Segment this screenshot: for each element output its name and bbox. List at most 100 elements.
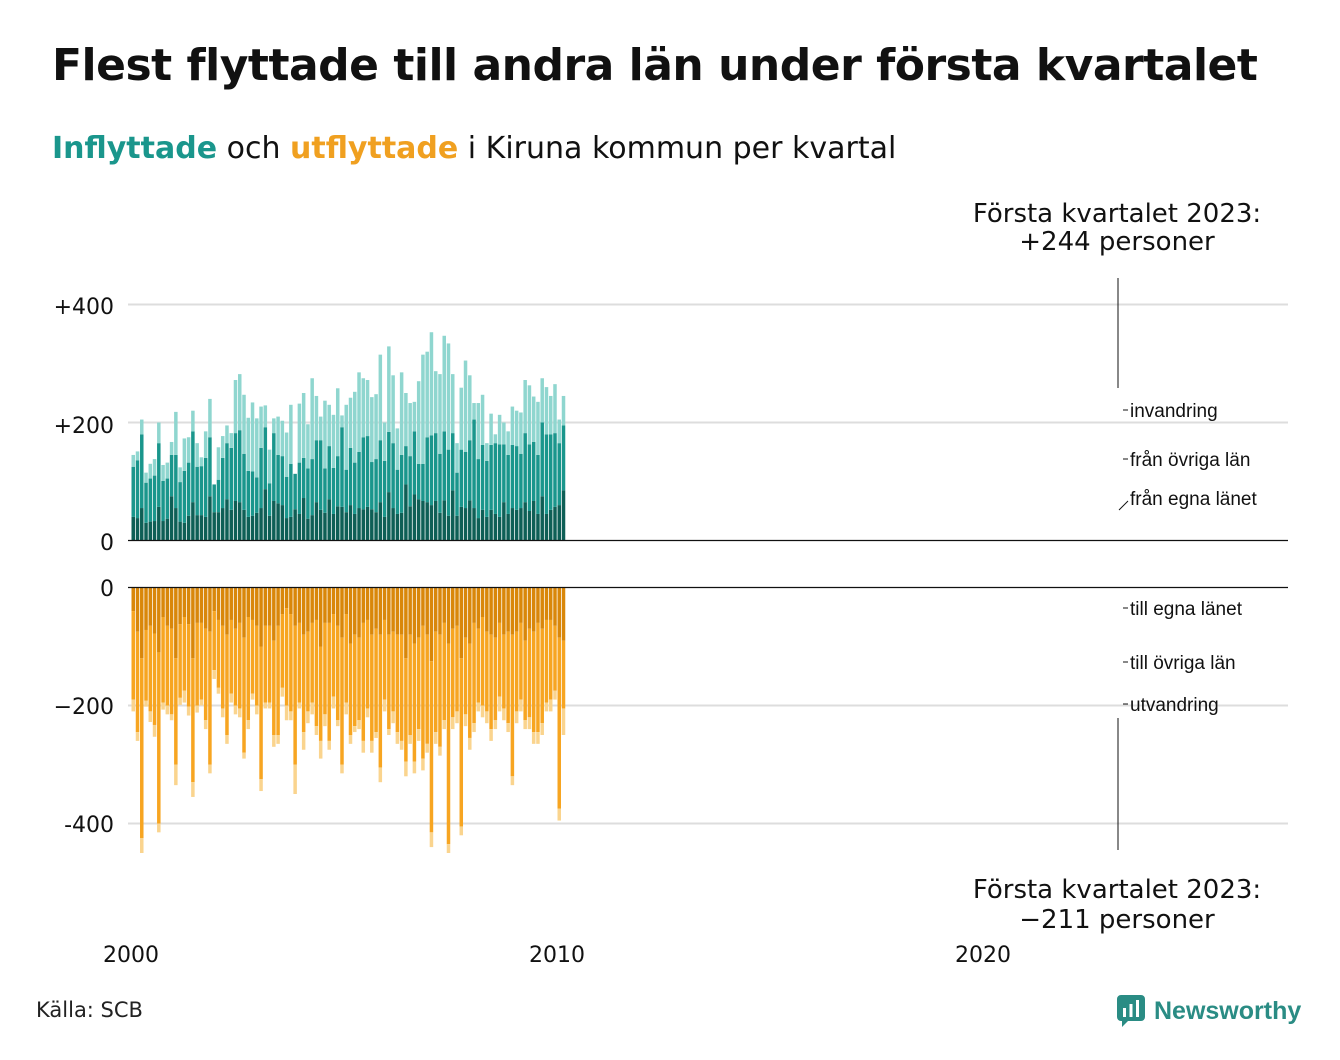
bar-from-other-counties <box>323 468 327 513</box>
bar-from-other-counties <box>178 482 182 522</box>
bar-from-own-county <box>161 521 165 541</box>
bar-to-own-county <box>399 587 404 635</box>
bar-immigration <box>361 378 366 438</box>
bar-emigration <box>289 711 293 721</box>
bar-from-own-county <box>140 508 144 541</box>
bar-emigration <box>174 764 178 786</box>
bar-immigration <box>297 403 302 463</box>
bar-to-other-counties <box>408 634 412 735</box>
bar-from-own-county <box>225 499 229 541</box>
bar-to-other-counties <box>421 625 425 759</box>
bar-to-own-county <box>131 587 135 612</box>
bar-to-own-county <box>429 587 434 662</box>
bar-from-other-counties <box>340 427 344 507</box>
bar-to-other-counties <box>297 622 302 703</box>
bar-to-own-county <box>323 587 327 623</box>
bar-from-other-counties <box>238 430 242 503</box>
subtitle-inflyttade: Inflyttade <box>52 131 218 166</box>
bar-from-own-county <box>361 509 366 541</box>
bar-to-own-county <box>293 587 297 626</box>
bar-to-other-counties <box>451 628 455 718</box>
bar-from-other-counties <box>421 463 425 501</box>
bar-to-other-counties <box>182 617 187 691</box>
bar-emigration <box>276 735 280 744</box>
bar-immigration <box>502 422 506 445</box>
bar-from-own-county <box>429 505 434 541</box>
bar-to-own-county <box>459 587 464 659</box>
bar-from-other-counties <box>225 443 229 500</box>
bar-from-own-county <box>412 494 417 541</box>
bar-from-other-counties <box>250 471 255 516</box>
bar-from-own-county <box>416 499 421 541</box>
bar-to-other-counties <box>361 622 366 741</box>
bar-to-own-county <box>472 587 476 623</box>
bar-immigration <box>378 354 383 441</box>
bar-to-own-county <box>374 587 378 629</box>
bar-to-own-county <box>246 587 251 617</box>
bar-from-own-county <box>497 516 502 541</box>
bar-from-other-counties <box>220 457 225 509</box>
bar-emigration <box>340 764 344 774</box>
bar-from-other-counties <box>451 433 455 491</box>
bar-immigration <box>314 395 319 441</box>
bar-to-own-county <box>421 587 425 626</box>
bar-immigration <box>382 422 387 461</box>
bar-emigration <box>259 779 263 792</box>
bar-from-own-county <box>289 516 293 541</box>
bar-emigration <box>280 687 285 697</box>
bar-immigration <box>531 396 536 442</box>
bar-from-other-counties <box>382 460 387 517</box>
x-tick-2020: 2020 <box>955 943 1011 968</box>
bar-to-other-counties <box>357 637 361 721</box>
bar-to-other-counties <box>382 619 387 700</box>
bar-to-own-county <box>178 587 182 625</box>
bar-to-own-county <box>493 587 498 638</box>
bar-to-own-county <box>195 587 199 623</box>
bar-from-own-county <box>553 506 557 541</box>
bar-immigration <box>186 437 191 463</box>
bar-from-own-county <box>131 516 135 541</box>
bar-emigration <box>348 735 353 744</box>
bar-from-own-county <box>395 513 400 541</box>
bar-emigration <box>310 702 314 715</box>
bar-from-other-counties <box>191 431 195 503</box>
bar-from-other-counties <box>361 437 366 510</box>
bar-to-own-county <box>387 587 391 635</box>
bar-immigration <box>229 433 233 448</box>
bar-immigration <box>144 472 148 483</box>
bar-to-other-counties <box>327 622 331 741</box>
bar-from-other-counties <box>233 433 238 501</box>
bar-to-other-counties <box>395 634 400 733</box>
outflow-bars <box>128 586 1288 853</box>
bar-emigration <box>157 823 161 833</box>
bar-from-own-county <box>489 509 493 541</box>
bar-to-own-county <box>348 587 353 644</box>
bar-emigration <box>306 711 310 724</box>
bar-to-own-county <box>489 587 493 635</box>
bar-emigration <box>557 808 561 821</box>
bar-to-other-counties <box>276 625 280 735</box>
bar-immigration <box>323 400 327 469</box>
bar-to-other-counties <box>131 611 135 700</box>
bar-to-other-counties <box>433 631 438 733</box>
bar-to-other-counties <box>148 625 153 712</box>
bar-immigration <box>557 419 561 444</box>
bar-to-own-county <box>182 587 187 617</box>
bar-from-own-county <box>438 512 442 541</box>
bar-to-own-county <box>382 587 387 620</box>
bar-emigration <box>335 720 340 727</box>
bar-emigration <box>506 723 510 733</box>
bar-immigration <box>433 371 438 434</box>
bar-to-other-counties <box>344 614 348 703</box>
bar-to-other-counties <box>208 631 212 765</box>
bar-to-other-counties <box>238 622 242 709</box>
bar-immigration <box>340 415 344 428</box>
bar-from-own-county <box>242 509 246 541</box>
bar-to-other-counties <box>144 629 148 701</box>
bar-from-own-county <box>293 509 297 541</box>
series-label-utvandring: utvandring <box>1130 695 1219 716</box>
bar-immigration <box>485 443 489 461</box>
bar-emigration <box>327 740 331 750</box>
bar-emigration <box>250 693 255 700</box>
x-tick-2010: 2010 <box>529 943 585 968</box>
